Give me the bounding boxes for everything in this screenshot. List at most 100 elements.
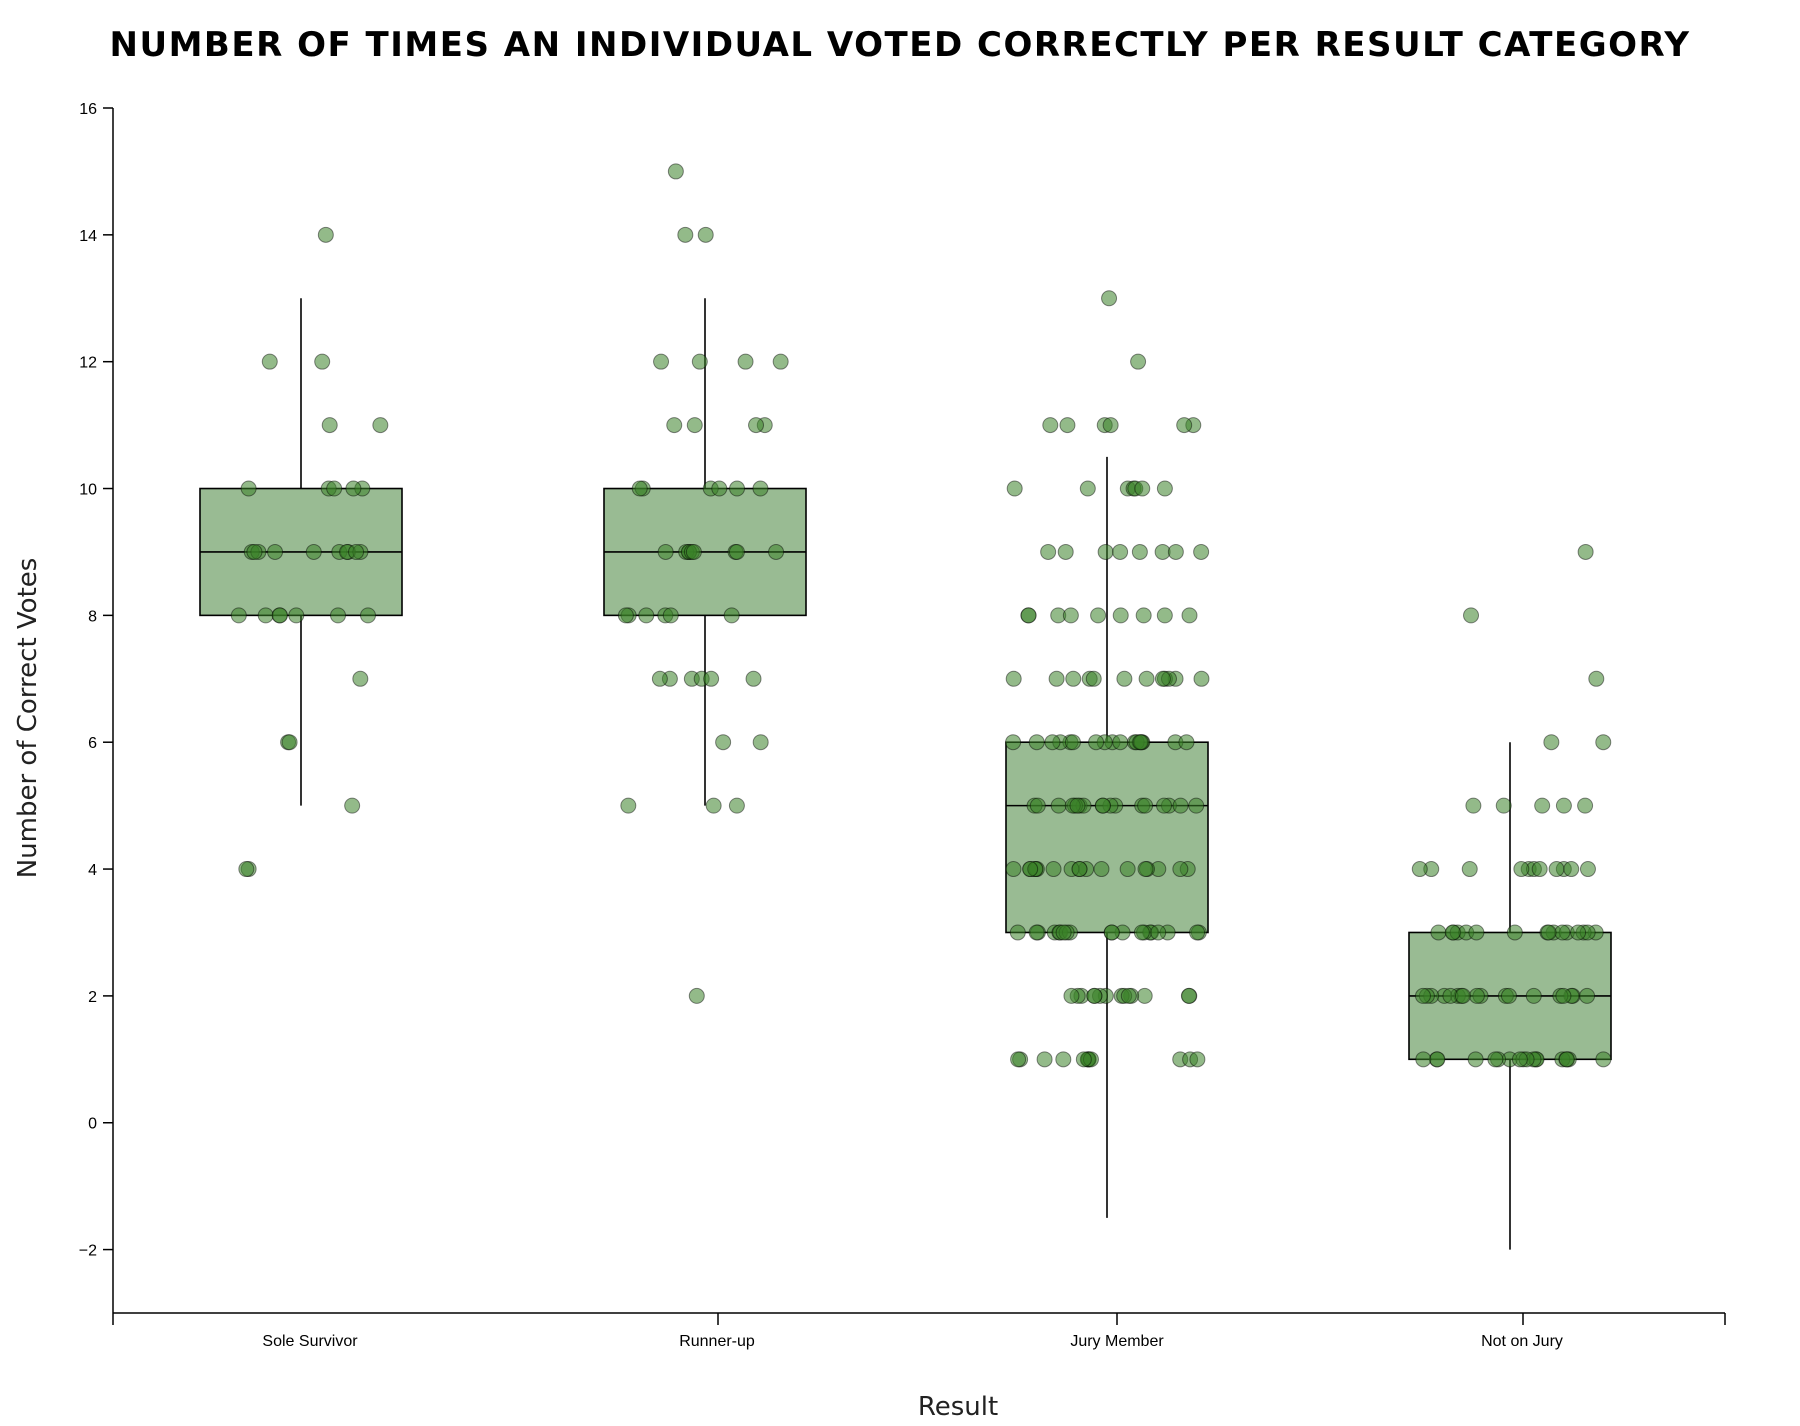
data-point bbox=[703, 670, 720, 687]
data-point bbox=[348, 543, 365, 560]
data-point bbox=[1005, 734, 1022, 751]
data-point bbox=[1097, 543, 1114, 560]
data-point bbox=[1411, 861, 1428, 878]
data-point bbox=[1045, 861, 1062, 878]
data-point bbox=[1055, 1051, 1072, 1068]
data-point bbox=[1531, 861, 1548, 878]
data-point bbox=[1131, 543, 1148, 560]
data-point bbox=[1156, 480, 1173, 497]
data-point bbox=[1588, 670, 1605, 687]
data-point bbox=[1511, 1051, 1528, 1068]
data-point bbox=[317, 226, 334, 243]
data-point bbox=[1059, 417, 1076, 434]
data-point bbox=[1558, 1051, 1575, 1068]
x-axis-title: Result bbox=[918, 1392, 998, 1422]
data-point bbox=[271, 607, 288, 624]
data-point bbox=[1543, 734, 1560, 751]
data-point bbox=[638, 607, 655, 624]
data-point bbox=[1085, 670, 1102, 687]
data-point bbox=[631, 480, 648, 497]
data-point bbox=[1075, 1051, 1092, 1068]
box-jury-member bbox=[1005, 741, 1209, 934]
data-point bbox=[705, 797, 722, 814]
data-point bbox=[1430, 924, 1447, 941]
y-tick-label: 12 bbox=[79, 355, 97, 372]
data-point bbox=[1112, 607, 1129, 624]
data-point bbox=[662, 607, 679, 624]
data-point bbox=[1429, 1051, 1446, 1068]
y-tick-label: 14 bbox=[79, 228, 97, 245]
data-point bbox=[1463, 607, 1480, 624]
data-point bbox=[1055, 924, 1072, 941]
data-point bbox=[1130, 353, 1147, 370]
data-point bbox=[345, 480, 362, 497]
data-point bbox=[1555, 987, 1572, 1004]
data-point bbox=[1176, 417, 1193, 434]
data-point bbox=[1193, 670, 1210, 687]
data-point bbox=[305, 543, 322, 560]
data-point bbox=[667, 163, 684, 180]
data-point bbox=[1189, 924, 1206, 941]
data-point bbox=[1022, 861, 1039, 878]
data-point bbox=[1178, 734, 1195, 751]
data-point bbox=[1029, 797, 1046, 814]
data-point bbox=[729, 480, 746, 497]
data-point bbox=[748, 417, 765, 434]
data-point bbox=[1132, 734, 1149, 751]
data-point bbox=[1057, 543, 1074, 560]
data-point bbox=[1005, 670, 1022, 687]
data-point bbox=[238, 861, 255, 878]
data-point bbox=[1554, 924, 1571, 941]
data-point bbox=[1193, 543, 1210, 560]
data-point bbox=[1094, 797, 1111, 814]
data-point bbox=[1005, 861, 1022, 878]
data-point bbox=[1595, 1051, 1612, 1068]
data-point bbox=[1495, 797, 1512, 814]
data-point bbox=[752, 734, 769, 751]
data-point bbox=[246, 543, 263, 560]
data-point bbox=[1028, 924, 1045, 941]
data-point bbox=[737, 353, 754, 370]
data-point bbox=[697, 226, 714, 243]
x-tick-label: Runner-up bbox=[679, 1333, 755, 1350]
axes-layer bbox=[112, 108, 1725, 1314]
data-point bbox=[1103, 924, 1120, 941]
data-point bbox=[723, 607, 740, 624]
x-tick-label: Sole Survivor bbox=[262, 1333, 358, 1350]
data-point bbox=[1189, 1051, 1206, 1068]
data-point bbox=[1093, 861, 1110, 878]
data-point bbox=[666, 417, 683, 434]
data-point bbox=[1525, 987, 1542, 1004]
y-tick-label: 2 bbox=[88, 989, 97, 1006]
data-point bbox=[1563, 861, 1580, 878]
data-point bbox=[1579, 987, 1596, 1004]
data-point bbox=[1444, 924, 1461, 941]
data-point bbox=[1548, 861, 1565, 878]
data-point bbox=[261, 353, 278, 370]
data-point bbox=[691, 353, 708, 370]
data-point bbox=[281, 734, 298, 751]
data-point bbox=[1063, 987, 1080, 1004]
data-point bbox=[1020, 607, 1037, 624]
data-point bbox=[688, 987, 705, 1004]
data-point bbox=[715, 734, 732, 751]
data-point bbox=[330, 607, 347, 624]
x-tick-label: Not on Jury bbox=[1481, 1333, 1563, 1350]
data-point bbox=[1487, 1051, 1504, 1068]
data-point bbox=[1088, 734, 1105, 751]
data-point bbox=[326, 480, 343, 497]
data-point bbox=[1415, 1051, 1432, 1068]
data-point bbox=[685, 543, 702, 560]
data-point bbox=[267, 543, 284, 560]
data-point bbox=[1150, 924, 1167, 941]
data-point bbox=[1156, 797, 1173, 814]
data-point bbox=[1069, 797, 1086, 814]
data-point bbox=[768, 543, 785, 560]
data-point bbox=[1534, 797, 1551, 814]
data-point bbox=[1120, 987, 1137, 1004]
data-point bbox=[728, 797, 745, 814]
data-point bbox=[1119, 861, 1136, 878]
y-axis-title: Number of Correct Votes bbox=[13, 558, 43, 879]
data-point bbox=[1064, 734, 1081, 751]
data-point bbox=[1134, 480, 1151, 497]
